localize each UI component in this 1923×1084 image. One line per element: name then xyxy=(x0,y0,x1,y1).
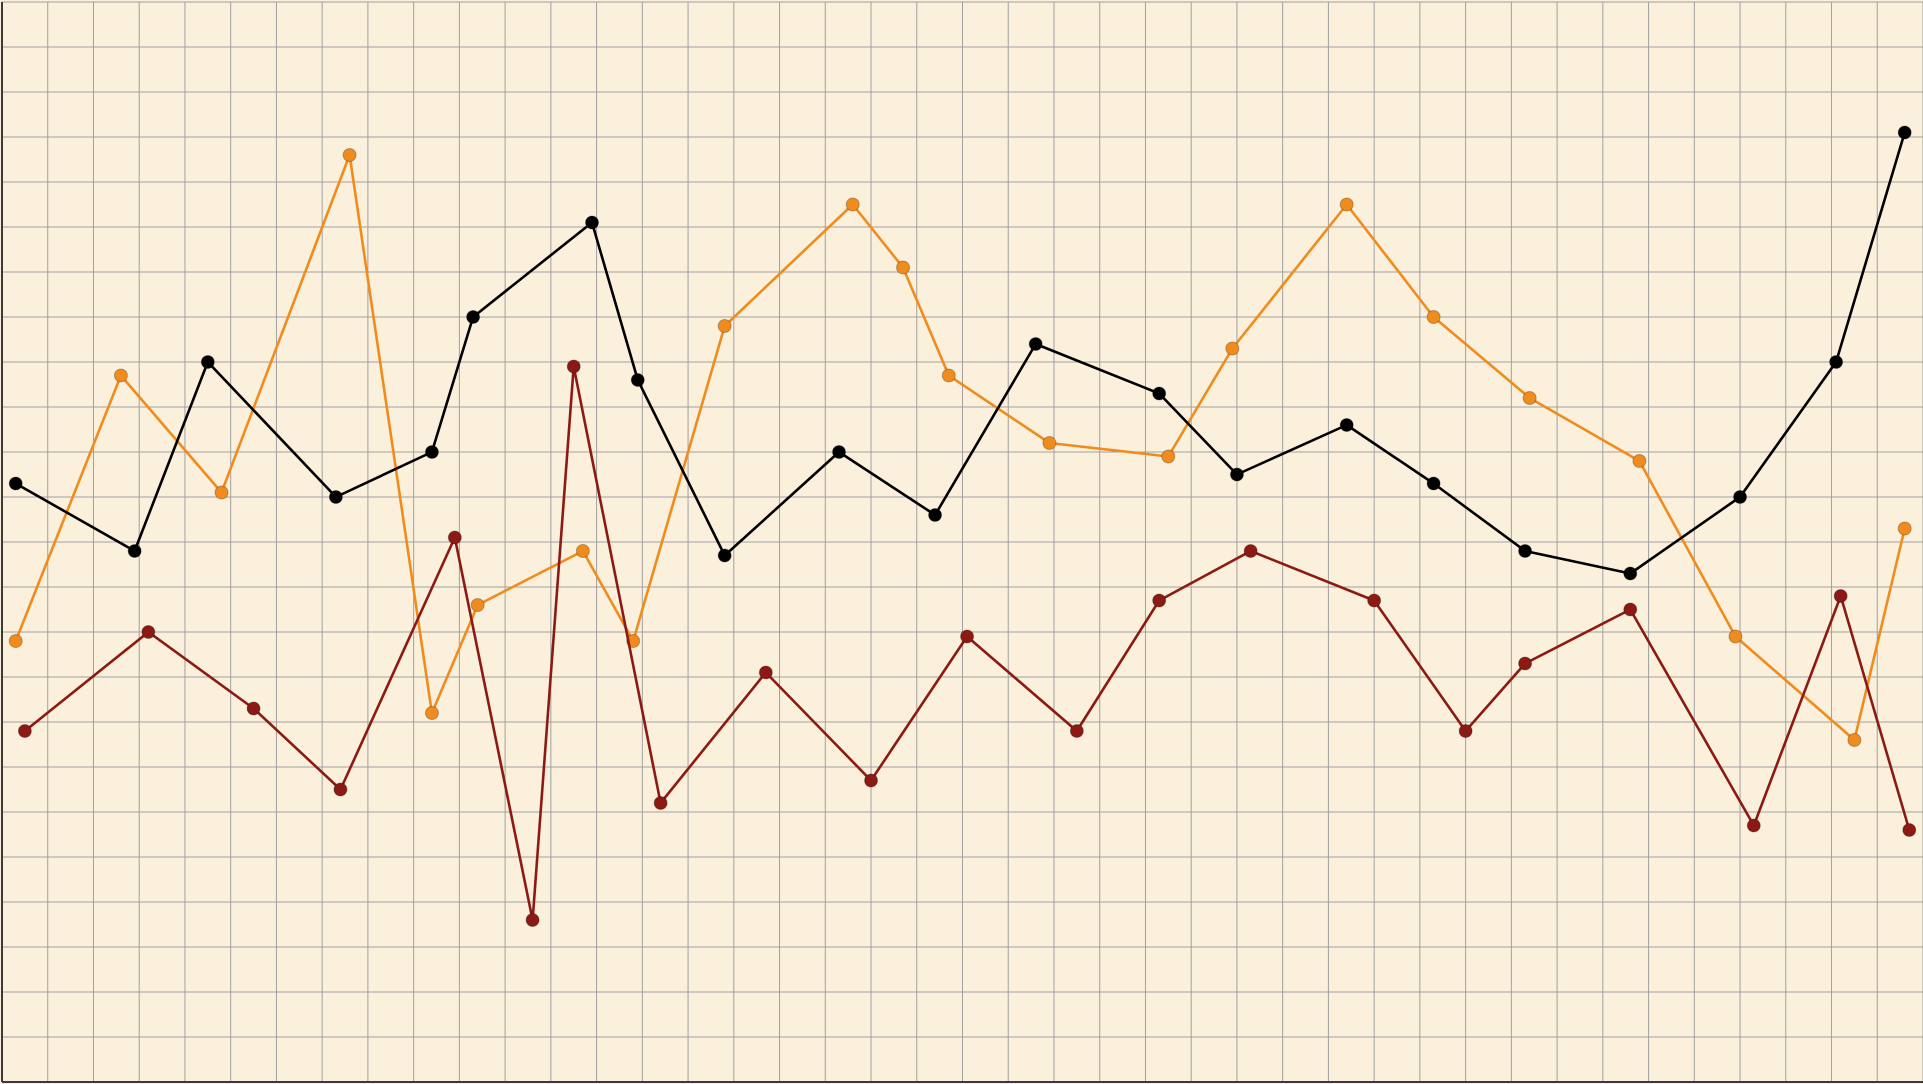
series-1-point xyxy=(8,634,23,648)
series-3-point xyxy=(566,359,581,374)
series-1-point xyxy=(1522,391,1537,405)
series-1 xyxy=(8,148,1912,747)
series-1-point xyxy=(424,706,439,720)
series-2-point xyxy=(1897,125,1912,140)
series-2-point xyxy=(328,490,343,504)
series-2-point xyxy=(1339,418,1354,432)
series-1-point xyxy=(717,319,732,333)
series-3-point xyxy=(141,625,156,639)
series-1-point xyxy=(214,485,229,500)
series-3-point xyxy=(1833,589,1848,603)
series-3-point xyxy=(1152,593,1167,608)
series-1-point xyxy=(1225,341,1240,356)
series-3-point xyxy=(1367,593,1382,608)
series-3-point xyxy=(1458,724,1473,738)
series-1-point xyxy=(1632,454,1647,468)
series-3-point xyxy=(1243,544,1258,558)
series-3-point xyxy=(1518,656,1533,671)
series-1-point xyxy=(575,544,590,558)
series-2-point xyxy=(1518,544,1533,558)
series-1-point xyxy=(1426,310,1441,324)
series-1-point xyxy=(1897,521,1912,536)
series-2-point xyxy=(466,310,481,324)
series-1-point xyxy=(342,148,357,162)
series-2-point xyxy=(928,508,943,522)
series-3-point xyxy=(17,724,32,738)
series-1-line xyxy=(14,153,1906,742)
series-2-point xyxy=(1733,490,1748,504)
series-2-point xyxy=(1623,566,1638,581)
series-2-point xyxy=(1829,355,1844,369)
series-1-point xyxy=(1042,436,1057,450)
series-3-point xyxy=(864,773,879,788)
series-1-point xyxy=(1847,733,1862,747)
series-3-point xyxy=(758,665,773,680)
series-3-point xyxy=(1902,823,1917,837)
series-3-point xyxy=(246,701,261,716)
series-2-point xyxy=(1028,337,1043,351)
series-2-point xyxy=(1152,386,1167,401)
series-2-point xyxy=(717,548,732,563)
series-2-point xyxy=(127,544,142,558)
series-2-point xyxy=(1229,467,1244,482)
series-3 xyxy=(17,359,1917,927)
series-3-point xyxy=(653,796,668,810)
series-2-point xyxy=(832,445,847,459)
series-layer xyxy=(8,125,1917,927)
series-1-point xyxy=(1161,449,1176,464)
series-3-point xyxy=(1069,724,1084,738)
series-3-point xyxy=(333,782,348,797)
series-1-point xyxy=(1728,629,1743,644)
series-2-point xyxy=(424,445,439,459)
series-3-point xyxy=(960,629,975,644)
series-2 xyxy=(8,125,1912,581)
series-3-point xyxy=(447,530,462,545)
series-1-point xyxy=(113,368,128,383)
series-3-point xyxy=(1746,818,1761,833)
series-2-point xyxy=(8,476,23,491)
series-1-point xyxy=(941,368,956,383)
series-2-point xyxy=(630,373,645,387)
series-3-point xyxy=(525,913,540,927)
series-1-point xyxy=(896,260,911,275)
series-1-point xyxy=(1339,197,1354,212)
series-1-point xyxy=(845,197,860,212)
series-2-point xyxy=(585,215,600,230)
series-2-point xyxy=(1426,476,1441,491)
series-1-point xyxy=(470,598,485,612)
series-3-point xyxy=(1623,602,1638,617)
series-2-point xyxy=(200,355,215,369)
